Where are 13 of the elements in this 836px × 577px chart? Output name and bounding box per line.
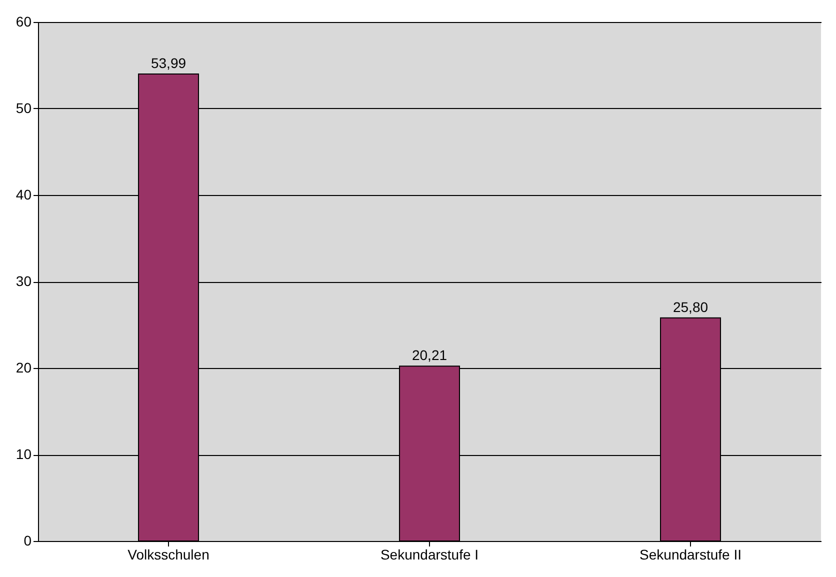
y-tick-label: 40: [16, 186, 32, 202]
y-tick-label: 20: [16, 360, 32, 376]
x-tick-label: Sekundarstufe I: [380, 546, 479, 562]
y-tick-label: 50: [16, 100, 32, 116]
data-label: 53,99: [150, 54, 186, 71]
y-tick-label: 0: [24, 532, 32, 548]
y-tick-label: 10: [16, 446, 32, 462]
data-label: 25,80: [672, 298, 708, 315]
data-label: 20,21: [412, 347, 448, 364]
y-tick-label: 30: [16, 273, 32, 289]
x-tick-label: Volksschulen: [128, 546, 210, 562]
x-tick-label: Sekundarstufe II: [640, 546, 742, 562]
y-tick-label: 60: [16, 14, 32, 30]
